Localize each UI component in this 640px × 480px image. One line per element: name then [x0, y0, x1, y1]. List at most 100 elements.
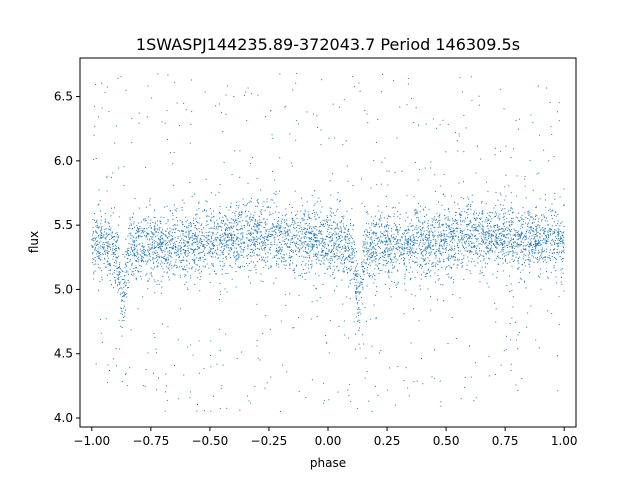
data-point: [380, 217, 382, 219]
data-point: [432, 244, 434, 246]
data-point: [168, 236, 170, 238]
data-point: [191, 248, 193, 250]
data-point: [198, 208, 200, 210]
data-point: [477, 237, 479, 239]
data-point: [348, 247, 350, 249]
data-point: [334, 242, 336, 244]
data-point: [373, 304, 375, 306]
data-point: [414, 162, 416, 164]
data-point: [230, 240, 232, 242]
data-point: [314, 253, 316, 255]
data-point: [524, 239, 526, 241]
data-point: [479, 273, 481, 275]
data-point: [423, 260, 425, 262]
data-point: [294, 237, 296, 239]
data-point: [485, 234, 487, 236]
data-point: [370, 229, 372, 231]
data-point: [429, 271, 430, 273]
data-point: [103, 248, 105, 250]
data-point: [533, 231, 535, 233]
data-point: [443, 193, 445, 195]
data-point: [416, 380, 418, 382]
data-point: [449, 266, 451, 268]
data-point: [332, 173, 334, 175]
data-point: [440, 244, 442, 246]
data-point: [100, 227, 102, 229]
data-point: [163, 271, 165, 273]
data-point: [213, 245, 215, 247]
data-point: [488, 233, 490, 235]
data-point: [161, 286, 163, 288]
data-point: [235, 260, 237, 262]
data-point: [433, 349, 435, 351]
data-point: [316, 229, 318, 231]
data-point: [175, 228, 177, 230]
data-point: [532, 256, 534, 258]
data-point: [357, 286, 359, 288]
data-point: [269, 233, 271, 235]
data-point: [264, 116, 266, 118]
data-point: [376, 184, 378, 186]
data-point: [384, 234, 386, 236]
data-point: [214, 256, 216, 258]
data-point: [391, 259, 393, 261]
data-point: [523, 254, 525, 256]
data-point: [323, 224, 325, 226]
data-point: [305, 233, 307, 235]
data-point: [101, 225, 103, 227]
data-point: [478, 255, 480, 257]
data-point: [223, 263, 225, 265]
data-point: [556, 243, 558, 245]
data-point: [195, 241, 197, 243]
data-point: [424, 275, 426, 277]
data-point: [427, 248, 429, 250]
data-point: [250, 218, 252, 220]
data-point: [528, 214, 530, 216]
data-point: [494, 216, 496, 218]
data-point: [322, 237, 324, 239]
data-point: [268, 236, 270, 238]
data-point: [366, 258, 368, 260]
data-point: [241, 243, 243, 245]
data-point: [255, 229, 257, 231]
data-point: [333, 265, 335, 267]
data-point: [230, 226, 232, 228]
data-point: [476, 226, 478, 228]
data-point: [429, 246, 431, 248]
data-point: [558, 295, 560, 297]
data-point: [548, 228, 550, 230]
data-point: [277, 251, 279, 253]
data-point: [407, 232, 409, 234]
data-point: [541, 239, 543, 241]
data-point: [318, 197, 320, 199]
data-point: [173, 243, 175, 245]
data-point: [335, 243, 337, 245]
data-point: [292, 241, 294, 243]
data-point: [435, 251, 437, 253]
data-point: [224, 239, 226, 241]
data-point: [179, 248, 181, 250]
data-point: [313, 235, 315, 237]
data-point: [394, 253, 396, 255]
data-point: [245, 91, 247, 93]
data-point: [212, 234, 214, 236]
data-point: [485, 231, 487, 233]
data-point: [429, 245, 431, 247]
data-point: [479, 270, 481, 272]
data-point: [356, 263, 358, 265]
data-point: [525, 217, 527, 219]
data-point: [481, 244, 483, 246]
data-point: [375, 248, 377, 250]
data-point: [391, 264, 393, 266]
data-point: [350, 254, 352, 256]
data-point: [533, 243, 535, 245]
data-point: [167, 254, 169, 256]
data-point: [453, 230, 455, 232]
data-point: [345, 235, 347, 237]
data-point: [483, 238, 485, 240]
data-point: [331, 224, 333, 226]
data-point: [109, 239, 111, 241]
data-point: [120, 268, 122, 270]
data-point: [285, 237, 287, 239]
data-point: [239, 266, 241, 268]
